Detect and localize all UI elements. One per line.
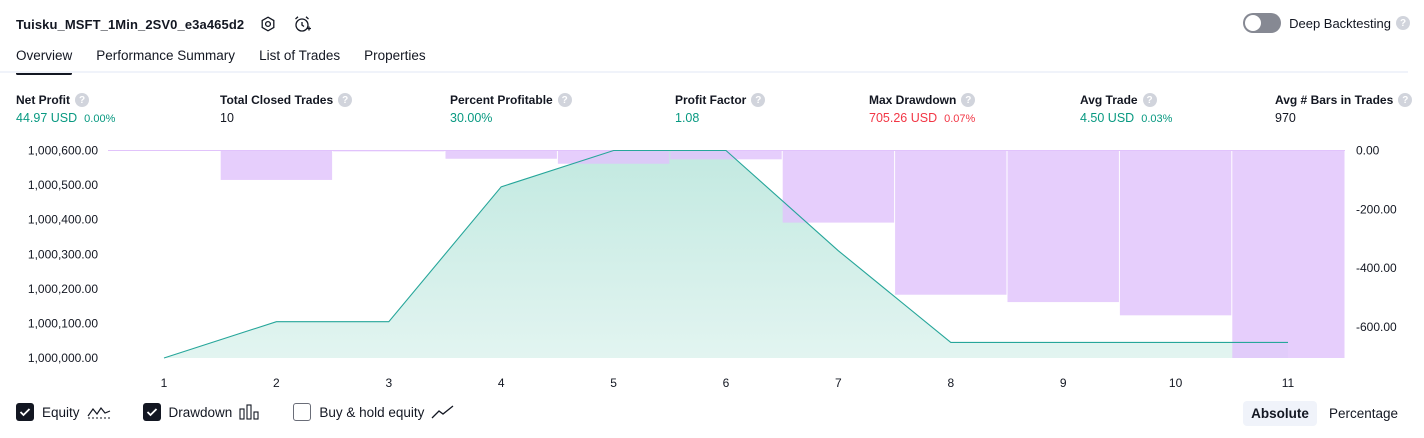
right-axis-tick-label: -200.00 xyxy=(1356,202,1397,216)
stat-max-drawdown: Max Drawdown? 705.26 USD 0.07% xyxy=(869,93,976,125)
deep-backtesting: Deep Backtesting ? xyxy=(1243,13,1410,33)
legend-equity[interactable]: Equity xyxy=(16,403,111,421)
tab-performance-summary[interactable]: Performance Summary xyxy=(96,48,236,63)
strategy-name: Tuisku_MSFT_1Min_2SV0_e3a465d2 xyxy=(16,16,245,32)
legend-drawdown[interactable]: Drawdown xyxy=(142,403,262,421)
stat-label: Avg Trade xyxy=(1080,93,1138,107)
left-axis-tick-label: 1,000,500.00 xyxy=(28,178,98,192)
equity-label: Equity xyxy=(42,404,80,420)
legend-buy-hold[interactable]: Buy & hold equity xyxy=(293,403,455,421)
stat-value: 970 xyxy=(1275,111,1296,125)
drawdown-bar xyxy=(445,150,557,159)
buy-hold-line-icon xyxy=(431,404,455,420)
drawdown-bar xyxy=(220,150,333,180)
stat-total-closed-trades: Total Closed Trades? 10 xyxy=(220,93,353,125)
help-icon[interactable]: ? xyxy=(1396,16,1410,30)
report-tabs: Overview Performance Summary List of Tra… xyxy=(16,46,450,75)
drawdown-checkbox[interactable] xyxy=(142,403,161,421)
x-axis-tick-label: 2 xyxy=(273,376,280,390)
drawdown-bar xyxy=(1007,150,1119,303)
toggle-knob xyxy=(1245,15,1262,31)
deep-backtesting-label: Deep Backtesting xyxy=(1289,15,1391,31)
tab-properties[interactable]: Properties xyxy=(364,48,426,63)
buy-hold-label: Buy & hold equity xyxy=(319,404,425,420)
stat-label: Profit Factor xyxy=(675,93,747,107)
x-axis-tick-label: 5 xyxy=(610,376,617,390)
drawdown-bar xyxy=(782,150,895,223)
x-axis-tick-label: 11 xyxy=(1282,376,1295,390)
equity-drawdown-chart: 1,000,600.00 1,000,500.00 1,000,400.00 1,00… xyxy=(28,144,1397,391)
left-axis-tick-label: 1,000,000.00 xyxy=(28,351,98,365)
stat-label: Max Drawdown xyxy=(869,93,957,107)
tab-overview[interactable]: Overview xyxy=(16,46,73,75)
help-icon[interactable]: ? xyxy=(1398,93,1413,107)
alarm-add-icon[interactable] xyxy=(292,14,312,34)
left-axis-tick-label: 1,000,600.00 xyxy=(28,144,98,158)
stat-percent: 0.03% xyxy=(1141,113,1173,125)
help-icon[interactable]: ? xyxy=(961,93,976,107)
stat-avg-trade: Avg Trade? 4.50 USD 0.03% xyxy=(1080,93,1172,125)
stat-label: Total Closed Trades xyxy=(220,93,334,107)
right-axis-tick-label: -600.00 xyxy=(1356,320,1397,334)
stat-value: 705.26 USD xyxy=(869,111,938,125)
left-axis-tick-label: 1,000,300.00 xyxy=(28,247,98,261)
absolute-button[interactable]: Absolute xyxy=(1243,401,1317,426)
x-axis-tick-label: 1 xyxy=(161,376,168,390)
stat-label: Avg # Bars in Trades xyxy=(1275,93,1394,107)
drawdown-bar xyxy=(895,150,1007,295)
stat-value: 10 xyxy=(220,111,234,125)
x-axis-tick-label: 9 xyxy=(1060,376,1067,390)
drawdown-label: Drawdown xyxy=(168,404,233,420)
help-icon[interactable]: ? xyxy=(338,93,353,107)
equity-line-icon xyxy=(87,404,111,420)
stat-percent: 0.07% xyxy=(944,113,976,125)
left-axis-tick-label: 1,000,100.00 xyxy=(28,316,98,330)
x-axis-tick-label: 3 xyxy=(385,376,392,390)
stat-percent-profitable: Percent Profitable? 30.00% xyxy=(450,93,572,125)
drawdown-bar xyxy=(557,150,670,164)
left-axis-tick-label: 1,000,400.00 xyxy=(28,213,98,227)
display-mode-switch: Absolute Percentage xyxy=(1243,401,1406,426)
help-icon[interactable]: ? xyxy=(557,93,572,107)
left-axis-tick-label: 1,000,200.00 xyxy=(28,282,98,296)
percentage-button[interactable]: Percentage xyxy=(1328,406,1398,421)
stat-value: 44.97 USD xyxy=(16,111,78,125)
drawdown-bars-icon xyxy=(239,404,261,420)
stat-value: 30.00% xyxy=(450,111,493,125)
drawdown-bar xyxy=(1119,150,1232,316)
tab-list-of-trades[interactable]: List of Trades xyxy=(259,48,341,63)
x-axis-tick-label: 6 xyxy=(723,376,730,390)
equity-area xyxy=(164,150,1288,358)
stat-value: 1.08 xyxy=(675,111,700,125)
x-axis-tick-label: 7 xyxy=(835,376,842,390)
equity-checkbox[interactable] xyxy=(16,403,34,421)
stat-avg-bars: Avg # Bars in Trades? 970 xyxy=(1275,93,1413,125)
x-axis-tick-label: 8 xyxy=(947,376,954,390)
x-axis-tick-label: 4 xyxy=(498,376,505,390)
settings-icon[interactable] xyxy=(258,14,278,34)
equity-line xyxy=(163,149,1288,359)
drawdown-bar xyxy=(1232,150,1345,358)
help-icon[interactable]: ? xyxy=(75,93,89,107)
deep-backtesting-toggle[interactable] xyxy=(1243,13,1282,33)
tabs-divider xyxy=(0,71,1408,73)
stat-value: 4.50 USD xyxy=(1080,111,1135,125)
help-icon[interactable]: ? xyxy=(1142,93,1157,107)
help-icon[interactable]: ? xyxy=(751,93,766,107)
stat-label: Net Profit xyxy=(16,93,70,107)
stat-net-profit: Net Profit? 44.97 USD 0.00% xyxy=(16,93,115,125)
right-axis-tick-label: -400.00 xyxy=(1356,261,1397,275)
right-axis-tick-label: 0.00 xyxy=(1356,144,1380,158)
drawdown-bar xyxy=(333,150,445,152)
x-axis-tick-label: 10 xyxy=(1169,376,1183,390)
buy-hold-checkbox[interactable] xyxy=(293,403,312,421)
stat-label: Percent Profitable xyxy=(450,93,553,107)
chart-legend: Equity Drawdown Buy & hold equity xyxy=(16,403,487,421)
strategy-header: Tuisku_MSFT_1Min_2SV0_e3a465d2 xyxy=(16,12,312,36)
stat-profit-factor: Profit Factor? 1.08 xyxy=(675,93,766,125)
stat-percent: 0.00% xyxy=(84,113,116,125)
drawdown-bar xyxy=(670,150,782,160)
